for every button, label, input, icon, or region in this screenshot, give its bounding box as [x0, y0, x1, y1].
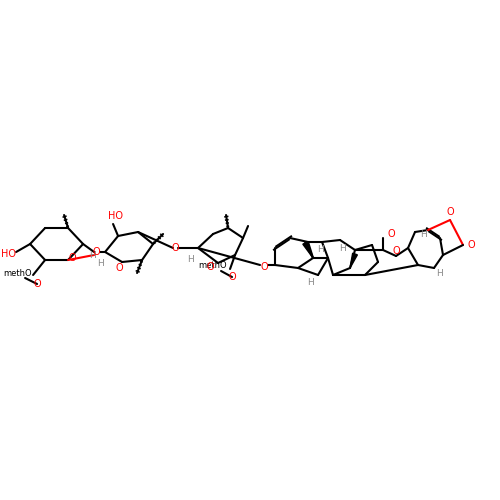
Text: O: O [392, 246, 400, 256]
Text: O: O [171, 243, 179, 253]
Text: H: H [338, 244, 345, 252]
Text: O: O [228, 272, 236, 282]
Polygon shape [303, 242, 313, 258]
Text: O: O [206, 262, 214, 272]
Text: O: O [260, 262, 268, 272]
Text: O: O [68, 253, 76, 263]
Text: H: H [88, 252, 96, 260]
Text: H: H [436, 270, 442, 278]
Text: O: O [387, 229, 395, 239]
Text: H: H [420, 230, 426, 238]
Polygon shape [350, 253, 358, 268]
Text: methO: methO [198, 262, 228, 270]
Text: HO: HO [0, 249, 16, 259]
Text: H: H [186, 256, 194, 264]
Text: H: H [316, 246, 324, 254]
Text: O: O [467, 240, 475, 250]
Text: H: H [306, 278, 314, 287]
Text: O: O [34, 279, 41, 289]
Text: HO: HO [108, 211, 122, 221]
Text: O: O [116, 263, 123, 273]
Text: O: O [92, 247, 100, 257]
Text: methO: methO [3, 270, 32, 278]
Text: H: H [96, 260, 103, 268]
Text: O: O [446, 207, 454, 217]
